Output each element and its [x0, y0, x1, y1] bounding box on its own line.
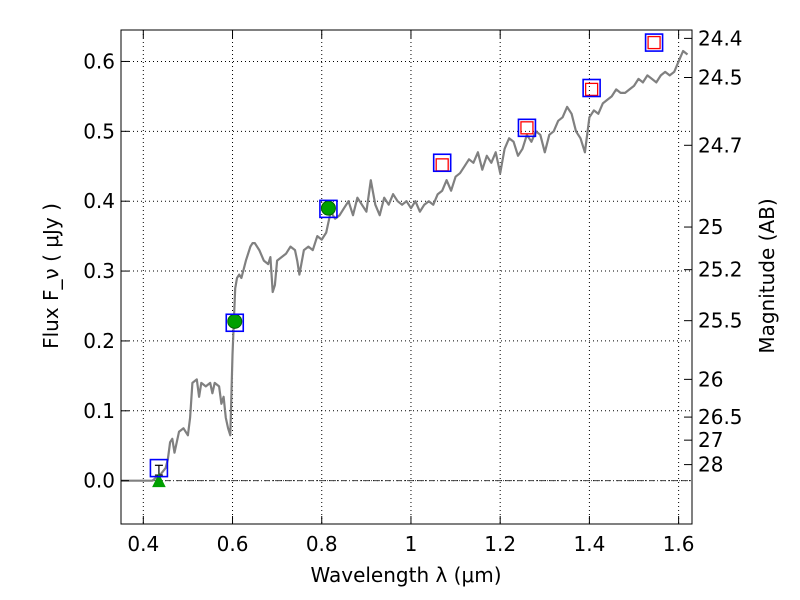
y-tick-label: 0.5 [83, 119, 115, 143]
y-axis-right-title: Magnitude (AB) [755, 198, 779, 353]
right-tick-label: 24.5 [698, 66, 743, 90]
series-layer [121, 49, 689, 482]
x-axis-title-text: Wavelength λ (μm) [310, 563, 501, 587]
y-axis-right-title-text: Magnitude (AB) [755, 198, 779, 353]
x-tick-label: 0.4 [127, 532, 159, 556]
observed-flux-square [644, 33, 664, 52]
y-tick-label: 0.3 [83, 259, 115, 283]
right-tick-label: 28 [698, 453, 723, 477]
observed-flux-square [149, 458, 169, 478]
right-tick-label: 26 [698, 367, 723, 391]
x-tick-label: 1 [405, 532, 418, 556]
y-tick-label: 0.4 [83, 189, 115, 213]
y-tick-label: 0.0 [83, 469, 115, 493]
right-tick-label: 24.7 [698, 133, 743, 157]
y-tick-label: 0.2 [83, 329, 115, 353]
x-tick-label: 1.2 [484, 532, 516, 556]
observed-flux-square [225, 313, 245, 333]
observed-flux-square [319, 199, 338, 219]
right-tick-label: 26.5 [698, 405, 743, 429]
y-axis-title-text: Flux F_ν ( μJy ) [39, 203, 63, 349]
plot-frame [120, 29, 693, 525]
right-tick-label: 25.5 [698, 309, 743, 333]
right-tick-label: 25 [698, 215, 723, 239]
x-tick-label: 1.6 [663, 532, 695, 556]
x-tick-label: 0.6 [217, 532, 249, 556]
right-tick-label: 25.2 [698, 258, 743, 282]
x-axis-title: Wavelength λ (μm) [310, 563, 501, 587]
model-flux-square [584, 82, 599, 97]
right-tick-label: 24.4 [698, 26, 743, 50]
model-flux-square [647, 35, 661, 50]
right-tick-label: 27 [698, 428, 723, 452]
observed-flux-square [432, 153, 452, 173]
model-flux-square [520, 121, 534, 135]
x-tick-label: 1.4 [573, 532, 605, 556]
x-tick-label: 0.8 [306, 532, 338, 556]
spectrum-line [121, 49, 689, 482]
model-flux-circle [320, 200, 336, 216]
y-tick-label: 0.1 [83, 399, 115, 423]
y-axis-title: Flux F_ν ( μJy ) [39, 203, 63, 349]
marker-layer [149, 33, 664, 488]
y-tick-label: 0.6 [83, 49, 115, 73]
observed-flux-square [582, 78, 601, 98]
observed-flux-square [517, 118, 537, 138]
model-flux-circle [227, 313, 243, 329]
upper-limit-marker [152, 473, 166, 488]
tick-layer: 0.4 0.6 0.8 1 1.2 1.4 1.6 0.0 0.1 0.2 0.3 0.4 0.5 0.6… [83, 26, 742, 556]
